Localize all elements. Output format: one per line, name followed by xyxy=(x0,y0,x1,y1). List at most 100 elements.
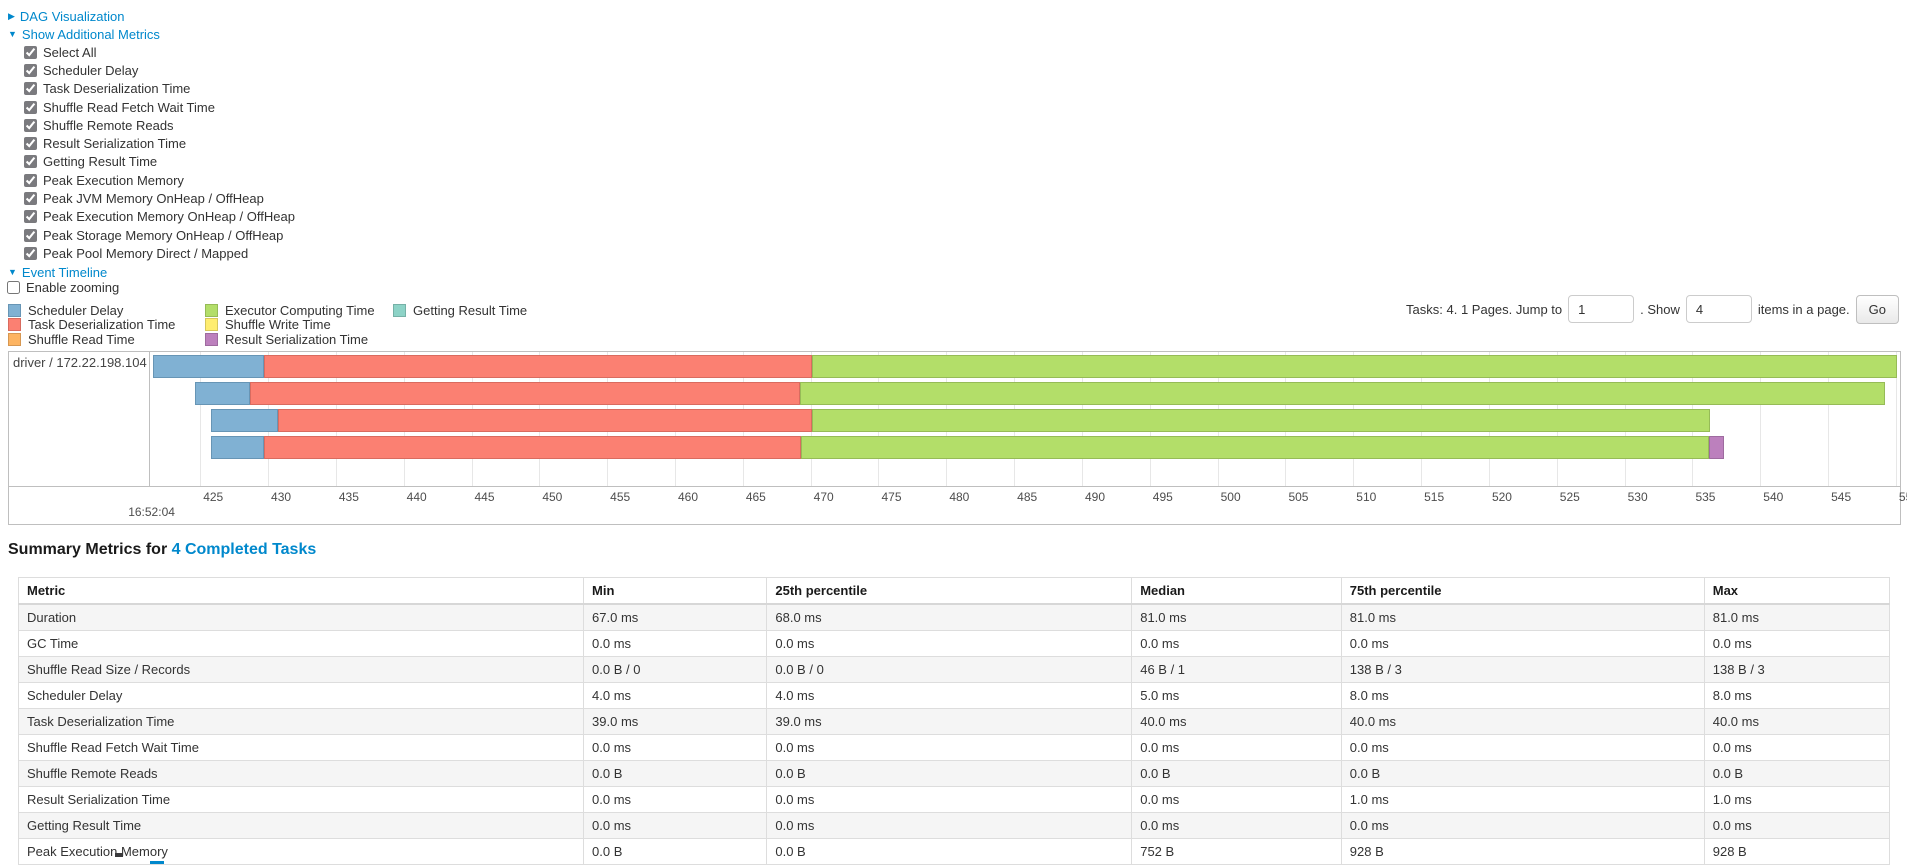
task-bar-segment-scheduler-delay[interactable] xyxy=(211,436,264,459)
metric-checkbox-item: Result Serialization Time xyxy=(24,134,295,152)
completed-tasks-link[interactable]: 4 Completed Tasks xyxy=(171,541,317,558)
axis-tick-label: 430 xyxy=(271,490,292,504)
metric-checkbox[interactable] xyxy=(24,45,37,59)
axis-gridline xyxy=(1895,352,1897,486)
summary-col-header: Metric xyxy=(17,577,585,605)
metric-checkbox[interactable] xyxy=(24,137,37,151)
metric-checkbox[interactable] xyxy=(24,246,37,260)
task-bar-segment-task-deserialization[interactable] xyxy=(263,436,802,459)
axis-tick-label: 470 xyxy=(813,490,834,504)
event-timeline-chart: driver / 172.22.198.104 425 430 435 440 445 4… xyxy=(8,351,1907,525)
axis-tick-label: 550 xyxy=(1898,490,1907,504)
axis-start-time-label: 16:52:04 xyxy=(128,505,175,519)
metric-checkbox[interactable] xyxy=(24,118,37,132)
summary-cell: 0.0 ms xyxy=(1340,812,1705,839)
metric-checkbox[interactable] xyxy=(24,210,37,224)
summary-col-header: Min xyxy=(583,577,768,605)
metric-checkbox-label: Task Deserialization Time xyxy=(43,81,191,97)
enable-zooming-checkbox[interactable] xyxy=(7,281,20,294)
summary-cell: 928 B xyxy=(1703,838,1891,865)
dag-visualization-toggle[interactable]: ▶ DAG Visualization xyxy=(8,9,124,24)
summary-cell: 40.0 ms xyxy=(1131,708,1342,735)
summary-table-row: Shuffle Read Size / Records 0.0 B / 0 0.0 … xyxy=(17,656,1891,683)
axis-tick-label: 500 xyxy=(1220,490,1241,504)
summary-cell: 752 B xyxy=(1131,838,1342,865)
axis-tick-label: 540 xyxy=(1763,490,1784,504)
summary-cell: 5.0 ms xyxy=(1131,682,1342,709)
metric-checkbox[interactable] xyxy=(24,63,37,77)
axis-tick-label: 440 xyxy=(406,490,427,504)
legend-label: Task Deserialization Time xyxy=(28,317,176,333)
metric-checkbox[interactable] xyxy=(24,228,37,242)
summary-table-row: Result Serialization Time 0.0 ms 0.0 ms 0.0… xyxy=(17,786,1891,813)
summary-cell: 68.0 ms xyxy=(766,603,1133,631)
task-bar-segment-task-deserialization[interactable] xyxy=(250,382,800,405)
legend-item: Shuffle Read Time xyxy=(8,332,175,347)
task-bar-segment-scheduler-delay[interactable] xyxy=(194,382,251,405)
summary-cell: 0.0 B xyxy=(583,760,768,787)
axis-tick-label: 505 xyxy=(1288,490,1309,504)
summary-col-header: Median xyxy=(1131,577,1342,605)
event-timeline-toggle[interactable]: ▼ Event Timeline xyxy=(8,265,107,280)
legend-swatch xyxy=(8,332,21,346)
axis-tick-label: 545 xyxy=(1831,490,1852,504)
summary-cell: 40.0 ms xyxy=(1703,708,1891,735)
task-bar-segment-executor-computing[interactable] xyxy=(801,436,1709,459)
task-bar-segment-result-serialization[interactable] xyxy=(1708,436,1724,459)
summary-cell: 4.0 ms xyxy=(583,682,768,709)
legend-label: Getting Result Time xyxy=(413,302,528,318)
metric-checkbox[interactable] xyxy=(24,82,37,96)
summary-cell: 8.0 ms xyxy=(1340,682,1705,709)
task-bar-segment-task-deserialization[interactable] xyxy=(277,409,812,432)
summary-cell: 46 B / 1 xyxy=(1131,656,1342,683)
summary-metric-name: GC Time xyxy=(17,630,585,657)
legend-label: Shuffle Write Time xyxy=(225,317,331,333)
metric-checkbox[interactable] xyxy=(24,192,37,206)
items-per-page-input[interactable] xyxy=(1685,295,1752,323)
go-button[interactable]: Go xyxy=(1855,294,1899,324)
metric-checkbox[interactable] xyxy=(24,100,37,114)
axis-tick-label: 480 xyxy=(949,490,970,504)
metric-checkbox[interactable] xyxy=(24,173,37,187)
summary-cell: 0.0 ms xyxy=(1131,812,1342,839)
task-bar-segment-executor-computing[interactable] xyxy=(799,382,1886,405)
metric-checkbox-label: Result Serialization Time xyxy=(43,136,187,152)
task-bar-segment-scheduler-delay[interactable] xyxy=(211,409,278,432)
summary-metric-name: Shuffle Read Fetch Wait Time xyxy=(17,734,585,761)
summary-cell: 0.0 B / 0 xyxy=(583,656,768,683)
next-section-link-cutoff xyxy=(150,861,164,864)
metric-checkbox-label: Getting Result Time xyxy=(43,154,158,170)
axis-tick-label: 465 xyxy=(745,490,766,504)
task-bar-segment-executor-computing[interactable] xyxy=(812,409,1711,432)
summary-cell: 0.0 ms xyxy=(1340,734,1705,761)
summary-cell: 0.0 ms xyxy=(1340,630,1705,657)
legend-column: Executor Computing Time Shuffle Write Tim… xyxy=(205,303,375,347)
pagination-summary-text: Tasks: 4. 1 Pages. Jump to xyxy=(1406,301,1563,317)
metric-checkbox[interactable] xyxy=(24,155,37,169)
summary-metric-name: Shuffle Remote Reads xyxy=(17,760,585,787)
summary-cell: 0.0 B xyxy=(1703,760,1891,787)
axis-tick-label: 535 xyxy=(1695,490,1716,504)
summary-cell: 0.0 ms xyxy=(766,630,1133,657)
show-additional-metrics-toggle[interactable]: ▼ Show Additional Metrics xyxy=(8,27,160,42)
axis-tick-label: 460 xyxy=(678,490,699,504)
jump-to-page-input[interactable] xyxy=(1568,295,1635,323)
summary-cell: 0.0 B xyxy=(1340,760,1705,787)
axis-tick-label: 450 xyxy=(542,490,563,504)
task-bar-segment-scheduler-delay[interactable] xyxy=(152,355,264,378)
enable-zooming-label: Enable zooming xyxy=(26,280,120,295)
legend-item: Scheduler Delay xyxy=(8,303,175,318)
summary-cell: 81.0 ms xyxy=(1703,603,1891,631)
metric-checkbox-item: Peak Pool Memory Direct / Mapped xyxy=(24,244,295,262)
task-bar-segment-task-deserialization[interactable] xyxy=(263,355,812,378)
collapsed-arrow-icon: ▶ xyxy=(8,11,15,21)
additional-metrics-checkbox-list: Select All Scheduler Delay Task Deserializ… xyxy=(24,43,295,263)
timeline-group-column: driver / 172.22.198.104 xyxy=(9,352,150,486)
expanded-arrow-icon: ▼ xyxy=(8,267,17,277)
summary-col-header: 75th percentile xyxy=(1340,577,1705,605)
dag-visualization-label: DAG Visualization xyxy=(19,9,125,24)
task-bar-segment-executor-computing[interactable] xyxy=(812,355,1898,378)
summary-metric-name: Duration xyxy=(17,603,585,631)
summary-cell: 0.0 ms xyxy=(583,630,768,657)
